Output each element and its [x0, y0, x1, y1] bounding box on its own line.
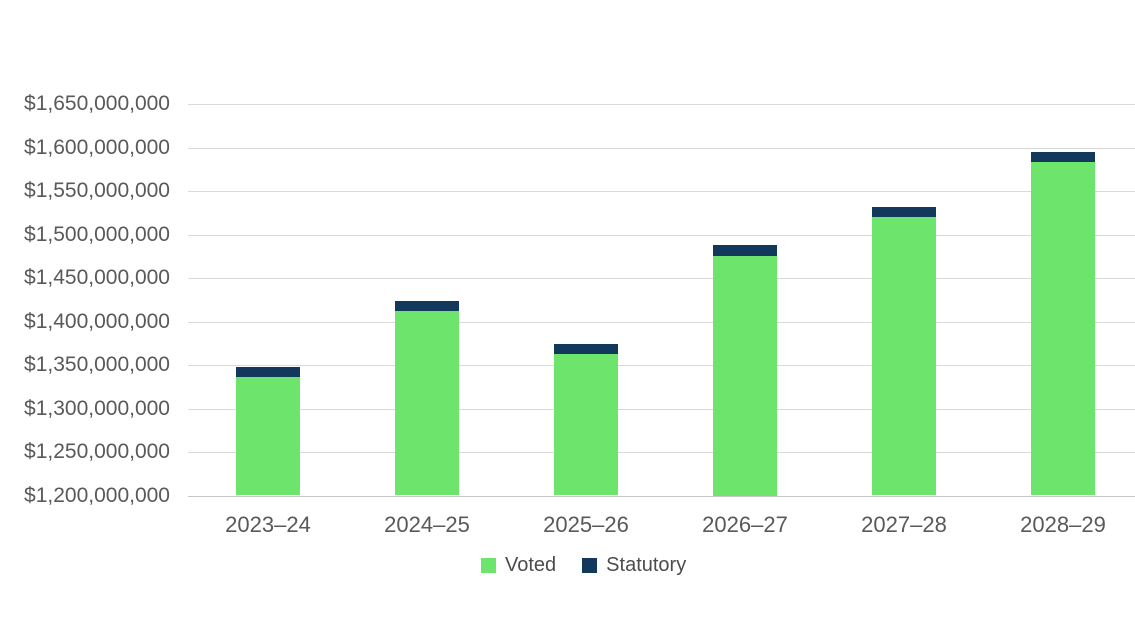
gridline — [188, 321, 1135, 323]
x-axis-category-label: 2023–24 — [225, 512, 311, 537]
gridline — [188, 104, 1135, 105]
bar-segment-voted-2028–29 — [1031, 162, 1095, 496]
bar-segment-statutory-2027–28 — [872, 206, 936, 218]
y-axis-tick-label: $1,500,000,000 — [24, 222, 170, 246]
gridline — [188, 191, 1135, 192]
gridline — [188, 147, 1135, 149]
bar-segment-voted-2025–26 — [554, 353, 618, 496]
x-axis-line — [188, 495, 1135, 497]
x-axis-category-label: 2024–25 — [384, 512, 470, 537]
bar-segment-voted-2024–25 — [395, 311, 459, 496]
gridline — [188, 234, 1135, 236]
x-axis-category-label: 2028–29 — [1020, 512, 1106, 537]
y-axis-tick-label: $1,650,000,000 — [24, 92, 170, 115]
bar-segment-voted-2027–28 — [872, 217, 936, 496]
legend-label-statutory: Statutory — [606, 554, 687, 576]
legend-entry-voted: Voted — [481, 554, 556, 577]
gridline — [188, 365, 1135, 366]
legend-swatch-voted-icon — [481, 558, 496, 573]
bar-segment-statutory-2026–27 — [713, 244, 777, 257]
gridline — [188, 408, 1135, 410]
legend-entry-statutory: Statutory — [582, 554, 686, 577]
gridline — [188, 278, 1135, 279]
y-axis-tick-label: $1,600,000,000 — [24, 135, 170, 159]
bar-segment-statutory-2023–24 — [236, 366, 300, 378]
y-axis-tick-label: $1,450,000,000 — [24, 266, 170, 289]
legend-swatch-statutory-icon — [582, 558, 598, 573]
bar-segment-statutory-2024–25 — [395, 300, 459, 312]
y-axis-tick-label: $1,400,000,000 — [24, 309, 170, 333]
bar-segment-voted-2023–24 — [236, 377, 300, 496]
y-axis-tick-label: $1,250,000,000 — [24, 440, 170, 463]
y-axis-tick-label: $1,300,000,000 — [24, 396, 170, 420]
bar-segment-voted-2026–27 — [713, 256, 777, 496]
x-axis-category-label: 2026–27 — [702, 512, 788, 537]
x-axis-category-label: 2025–26 — [543, 512, 629, 537]
gridline — [188, 452, 1135, 453]
y-axis-tick-label: $1,350,000,000 — [24, 353, 170, 376]
legend-label-voted: Voted — [505, 554, 557, 576]
bar-segment-statutory-2028–29 — [1031, 151, 1095, 163]
bar-segment-statutory-2025–26 — [554, 344, 618, 354]
y-axis-tick-label: $1,200,000,000 — [24, 483, 170, 507]
x-axis-category-label: 2027–28 — [861, 512, 947, 537]
chart-legend: Voted Statutory — [481, 554, 686, 577]
y-axis-tick-label: $1,550,000,000 — [24, 179, 170, 202]
